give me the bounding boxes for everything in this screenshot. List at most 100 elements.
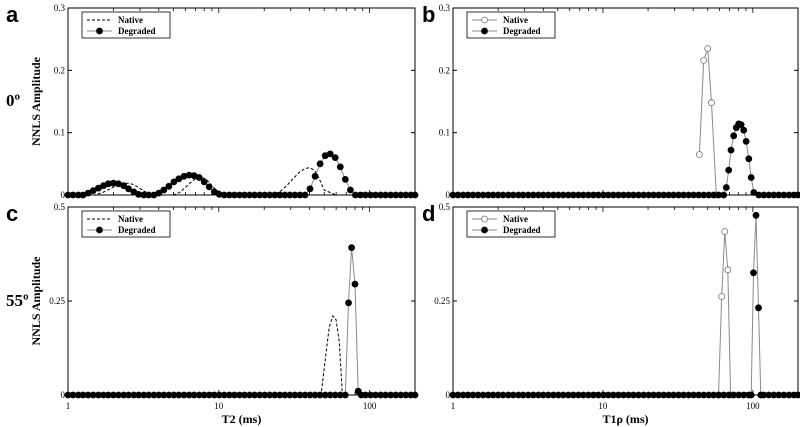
legend-marker [481,16,488,24]
legend-label: Degraded [503,26,541,36]
data-point [326,150,334,158]
data-point [200,178,208,186]
series-native [696,45,720,199]
y-tick-label: 0.2 [439,65,450,75]
legend-marker [481,215,488,223]
legend-label: Native [118,15,143,25]
data-point [195,174,203,181]
legend-marker [481,226,488,234]
y-tick-label: 0.3 [54,3,66,13]
series-line [698,48,717,196]
legend-box [466,11,556,39]
data-point [745,155,753,163]
data-point [747,391,755,399]
y-tick-label: 0.3 [439,3,451,13]
x-axis-label: T2 (ms) [222,412,262,426]
data-point [704,45,712,52]
y-tick-label: 0.2 [54,65,65,75]
data-point [306,185,314,193]
panel-c: c 0 0.25 0.5 1 10 100 T2 (ms) NNLS Amplitude Nati… [6,201,419,426]
data-point [750,269,757,277]
data-point [708,99,715,107]
legend-label: Native [503,214,528,224]
legend-label: Native [503,15,528,25]
legend-label: Native [118,214,143,224]
y-tick-label: 0 [446,390,451,400]
legend-box [466,210,556,238]
data-point [341,175,349,183]
data-point [411,191,419,199]
data-point [411,391,419,399]
data-point [331,154,339,162]
x-tick-label: 1 [451,401,456,411]
data-point [165,182,173,190]
data-point [311,172,319,180]
data-point [351,280,359,288]
data-point [727,146,735,154]
data-point [794,191,800,199]
series-line [718,231,732,396]
panel-letter: c [6,201,18,226]
data-point [341,391,349,399]
data-point [718,293,726,300]
x-tick-label: 100 [363,401,377,411]
y-axis-label: NNLS Amplitude [29,56,43,146]
data-point [752,211,760,219]
data-point [125,185,132,193]
x-tick-label: 10 [598,401,608,411]
y-tick-label: 0.5 [54,202,66,212]
data-point [737,121,745,128]
data-point [301,191,309,199]
data-point [721,227,729,235]
y-tick-label: 0.5 [439,202,451,212]
data-point [720,191,728,199]
series-line [68,315,415,396]
data-point [316,160,324,168]
data-point [345,299,352,307]
data-point [170,178,178,186]
data-point [794,391,800,399]
series-line [68,153,415,196]
legend-box [81,210,171,238]
data-point [725,166,733,174]
y-tick-label: 0 [61,190,66,200]
y-tick-label: 0 [446,190,451,200]
data-point [205,183,213,191]
legend-box [81,11,171,39]
legend-label: Degraded [503,225,541,235]
data-point [700,57,708,64]
row-label-top: 0º [6,91,21,110]
row-label-bottom: 55º [6,291,29,310]
x-tick-label: 10 [214,401,224,411]
data-point [724,266,732,274]
y-tick-label: 0.1 [54,128,65,138]
series-native [715,227,734,399]
data-point [742,137,750,145]
data-point [730,132,738,140]
data-point [155,189,163,197]
series-degraded [64,244,419,399]
data-point [740,126,748,134]
x-tick-label: 100 [746,401,760,411]
series-degraded [64,150,419,199]
y-tick-label: 0.25 [434,296,450,306]
data-point [348,244,356,252]
legend-marker [96,27,103,35]
series-line [68,247,415,396]
y-axis-label: NNLS Amplitude [29,256,43,346]
data-point [346,186,354,194]
series-line [68,167,415,196]
data-point [696,151,703,158]
panel-letter: a [6,2,19,27]
data-point [747,174,755,181]
legend-label: Degraded [118,225,156,235]
series-line [453,215,798,396]
legend-marker [481,27,488,35]
y-tick-label: 0.25 [49,296,65,306]
